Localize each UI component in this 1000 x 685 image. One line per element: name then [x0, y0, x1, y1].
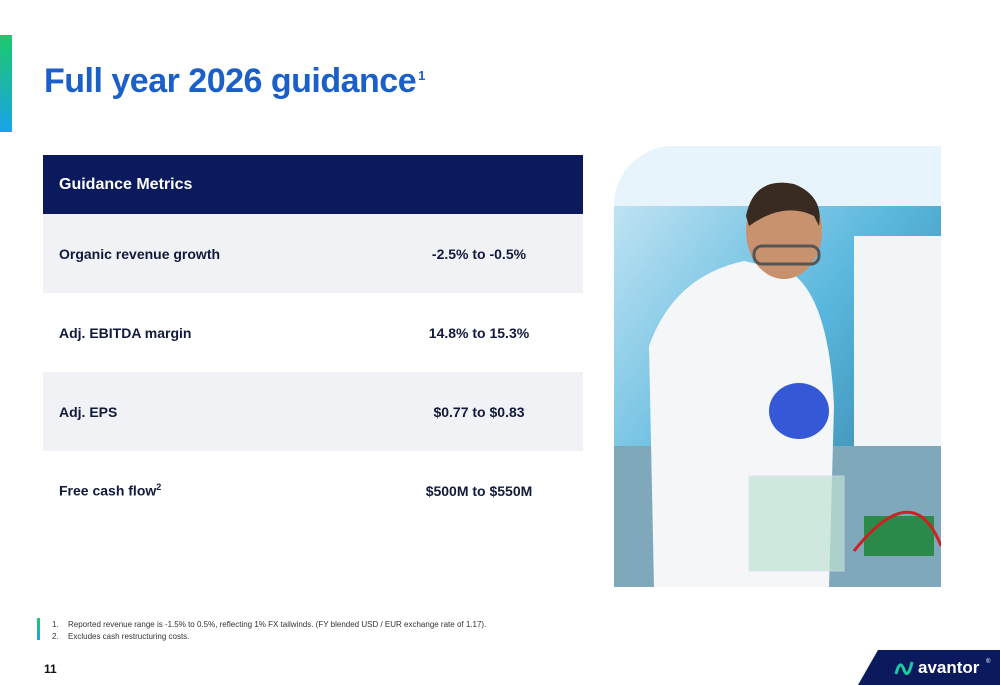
value: 14.8% to 15.3% — [428, 324, 530, 341]
footnote-text: Excludes cash restructuring costs. — [68, 632, 190, 641]
table-body: Organic revenue growth -2.5% to -0.5% Adj.… — [43, 214, 583, 530]
footnote-bar — [37, 618, 40, 640]
table-header: Guidance Metrics — [43, 155, 583, 214]
table-row: Adj. EBITDA margin 14.8% to 15.3% — [43, 293, 583, 372]
footnote-number: 1. — [52, 620, 59, 629]
logo: avantor ® — [858, 650, 1000, 685]
page-number: 11 — [44, 662, 57, 676]
accent-bar — [0, 35, 12, 132]
metric-cell: Adj. EBITDA margin — [43, 325, 379, 341]
metric: Organic revenue growth — [59, 245, 221, 262]
logo-text: avantor — [918, 658, 980, 677]
metric-note: 2 — [156, 482, 162, 493]
metric: Free cash flow — [59, 482, 157, 499]
lab-photo — [614, 146, 941, 587]
logo-mark: ® — [986, 658, 991, 665]
metric: Adj. EBITDA margin — [59, 324, 192, 341]
guidance-table: Guidance Metrics Organic revenue growth -… — [43, 155, 583, 530]
table-row: Free cash flow2 $500M to $550M — [43, 451, 583, 530]
metric-cell: Organic revenue growth — [43, 246, 379, 262]
footnote: 2. Excludes cash restructuring costs. — [52, 631, 486, 643]
metric: Adj. EPS — [59, 403, 118, 420]
value: $500M to $550M — [425, 482, 533, 499]
value: $0.77 to $0.83 — [433, 403, 525, 420]
title-note: 1 — [418, 68, 425, 83]
footnote-text: Reported revenue range is -1.5% to 0.5%,… — [68, 620, 487, 629]
footnotes: 1. Reported revenue range is -1.5% to 0.5… — [52, 619, 486, 643]
title: Full year 2026 guidance 1 — [44, 62, 425, 101]
table-row: Organic revenue growth -2.5% to -0.5% — [43, 214, 583, 293]
title-text: Full year 2026 guidance — [44, 62, 417, 100]
footnote-number: 2. — [52, 632, 59, 641]
footnote: 1. Reported revenue range is -1.5% to 0.5… — [52, 619, 486, 631]
value: -2.5% to -0.5% — [431, 245, 527, 262]
table-row: Adj. EPS $0.77 to $0.83 — [43, 372, 583, 451]
metric-cell: Adj. EPS — [43, 404, 379, 420]
metric-cell: Free cash flow2 — [43, 482, 379, 499]
